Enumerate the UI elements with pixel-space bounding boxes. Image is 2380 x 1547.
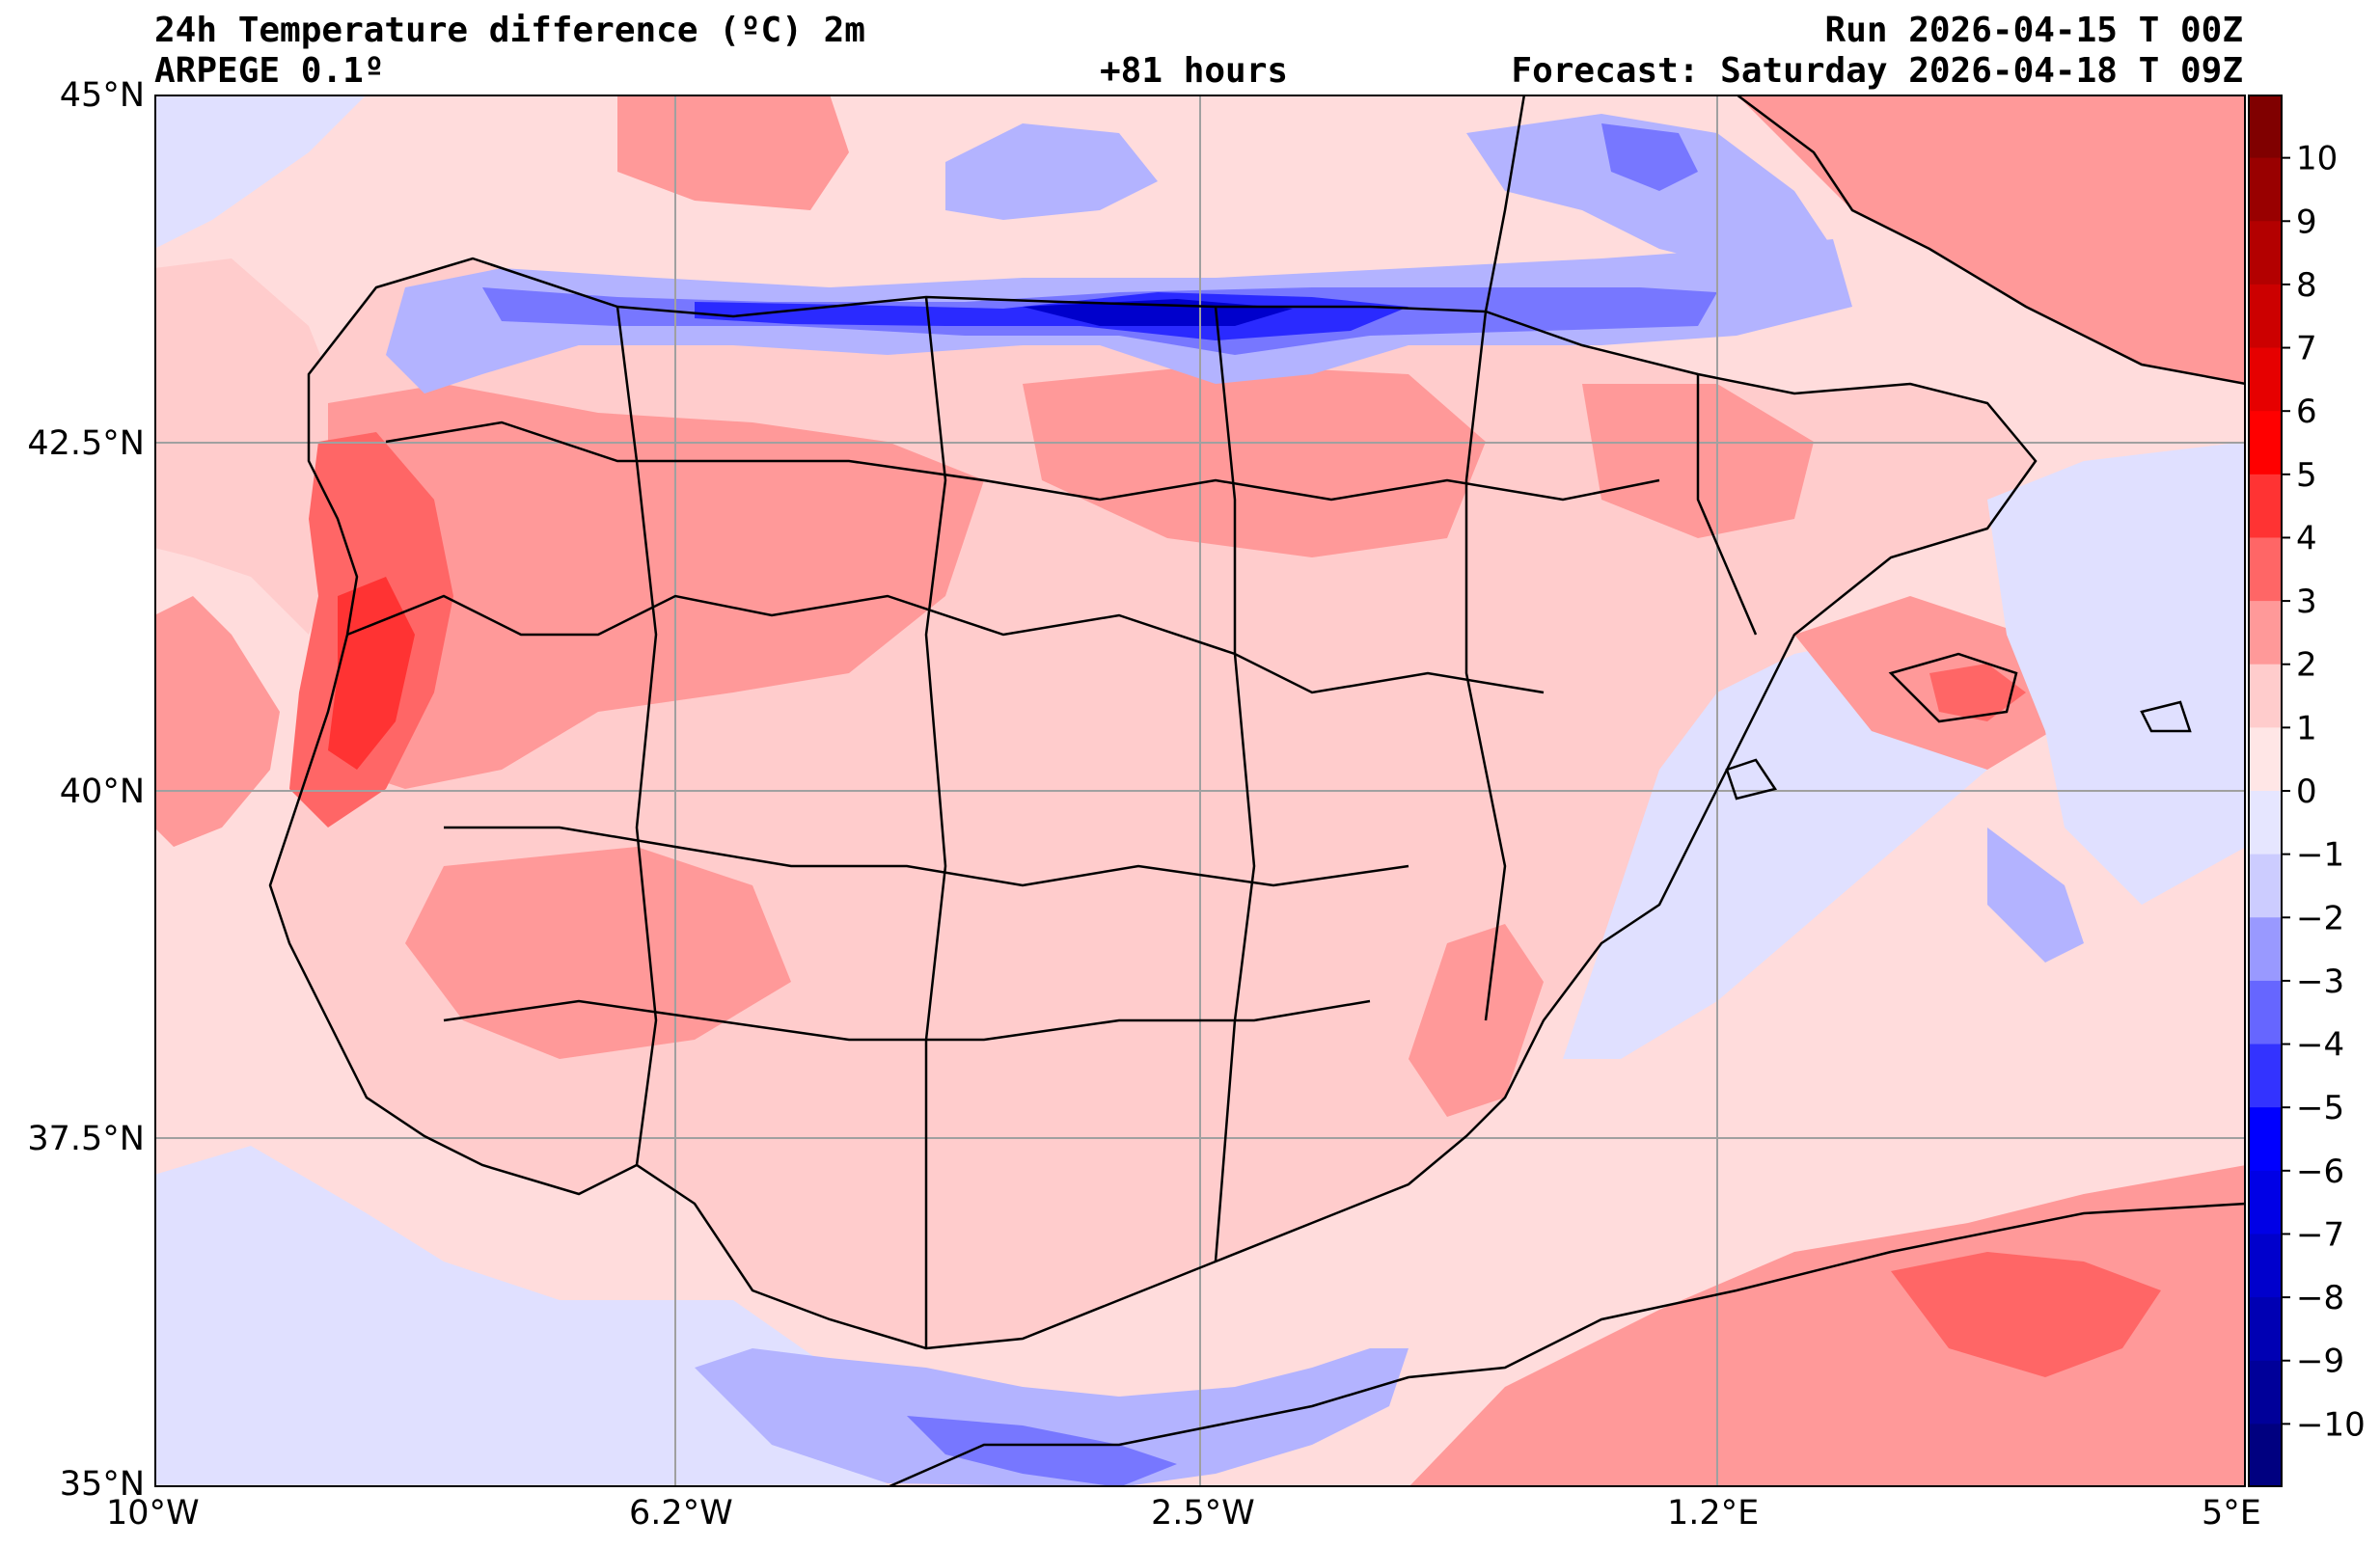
mediterranean-east-negative xyxy=(1987,442,2246,905)
colorbar-segment xyxy=(2248,1107,2283,1172)
balearic-sea-hot xyxy=(1929,664,2026,721)
colorbar-label: 1 xyxy=(2296,709,2317,747)
colorbar-segment xyxy=(2248,664,2283,728)
colorbar-segment xyxy=(2248,284,2283,349)
run-time: Run 2026-04-15 T 00Z xyxy=(1824,11,2243,50)
strait-negative-area xyxy=(695,1348,1409,1487)
atlantic-warm-band-2 xyxy=(154,258,347,635)
north-africa-warm xyxy=(1409,1165,2246,1487)
colorbar-label: −5 xyxy=(2296,1089,2344,1127)
southwest-warm-patch xyxy=(405,847,791,1059)
colorbar-segment xyxy=(2248,537,2283,602)
north-africa-hot xyxy=(1891,1252,2161,1377)
colorbar-segment xyxy=(2248,221,2283,285)
colorbar-segment xyxy=(2248,1297,2283,1362)
colorbar-segment xyxy=(2248,474,2283,538)
colorbar-segment xyxy=(2248,1234,2283,1298)
lon-tick-5e: 5°E xyxy=(2202,1494,2261,1533)
biscay-negative-area xyxy=(945,123,1158,220)
coastlines-borders xyxy=(268,95,2246,1487)
colorbar-label: 9 xyxy=(2296,203,2317,241)
colorbar-label: −4 xyxy=(2296,1026,2344,1065)
colorbar-segment xyxy=(2248,791,2283,855)
lat-tick-40: 40°N xyxy=(59,773,145,811)
lat-tick-35: 35°N xyxy=(59,1465,145,1504)
lead-time: +81 hours xyxy=(1100,51,1289,91)
colorbar-label: −3 xyxy=(2296,963,2344,1001)
colorbar-label: 8 xyxy=(2296,266,2317,305)
colorbar-label: −1 xyxy=(2296,836,2344,875)
mediterranean-negative-area xyxy=(1563,635,1987,1059)
lat-tick-37-5: 37.5°N xyxy=(27,1120,145,1158)
map-title: 24h Temperature difference (ºC) 2m xyxy=(154,11,865,50)
colorbar-segment xyxy=(2248,347,2283,412)
colorbar-label: 2 xyxy=(2296,646,2317,685)
colorbar-label: 0 xyxy=(2296,773,2317,811)
colorbar-label: −2 xyxy=(2296,899,2344,937)
temperature-difference-map[interactable] xyxy=(154,95,2246,1487)
colorbar-label: −7 xyxy=(2296,1215,2344,1254)
strait-negative-core xyxy=(907,1416,1177,1487)
model-name: ARPEGE 0.1º xyxy=(154,51,385,91)
colorbar-segment xyxy=(2248,1170,2283,1235)
colorbar-segment xyxy=(2248,95,2283,159)
colorbar-label: −8 xyxy=(2296,1279,2344,1317)
colorbar-segment xyxy=(2248,980,2283,1045)
colorbar-segment xyxy=(2248,1360,2283,1425)
france-warm-area xyxy=(1737,95,2246,384)
atlantic-warm-band xyxy=(154,596,280,847)
lat-tick-45: 45°N xyxy=(59,76,145,115)
colorbar-label: 3 xyxy=(2296,583,2317,621)
colorbar-label: 6 xyxy=(2296,393,2317,431)
atlantic-southwest-negative-area xyxy=(154,1146,888,1487)
lat-tick-42-5: 42.5°N xyxy=(27,424,145,463)
colorbar-segment xyxy=(2248,917,2283,982)
colorbar-label: −6 xyxy=(2296,1153,2344,1191)
lon-tick-2-5w: 2.5°W xyxy=(1151,1494,1255,1533)
pyrenees-negative-area xyxy=(1466,114,1833,268)
colorbar-segment xyxy=(2248,727,2283,792)
gridlines xyxy=(154,95,2246,1487)
colorbar-segment xyxy=(2248,1424,2283,1487)
colorbar-segment xyxy=(2248,601,2283,665)
colorbar-label: −10 xyxy=(2296,1405,2366,1444)
colorbar-label: 7 xyxy=(2296,330,2317,368)
colorbar-label: 10 xyxy=(2296,140,2338,178)
colorbar-segment xyxy=(2248,411,2283,475)
colorbar-segment xyxy=(2248,1044,2283,1108)
lon-tick-10w: 10°W xyxy=(106,1494,200,1533)
alboran-negative-strip xyxy=(1987,828,2084,963)
colorbar-label: 5 xyxy=(2296,456,2317,495)
southeast-warm-patch xyxy=(1409,924,1544,1117)
pyrenees-negative-core xyxy=(1601,123,1698,191)
lon-tick-1-2e: 1.2°E xyxy=(1667,1494,1760,1533)
colorbar-label: 4 xyxy=(2296,519,2317,557)
colorbar-label: −9 xyxy=(2296,1343,2344,1381)
colorbar-segment xyxy=(2248,854,2283,918)
lon-tick-6-2w: 6.2°W xyxy=(629,1494,733,1533)
central-warm-patch xyxy=(1023,365,1486,557)
atlantic-negative-area xyxy=(154,95,367,249)
forecast-time: Forecast: Saturday 2026-04-18 T 09Z xyxy=(1511,51,2243,91)
colorbar-segment xyxy=(2248,157,2283,222)
